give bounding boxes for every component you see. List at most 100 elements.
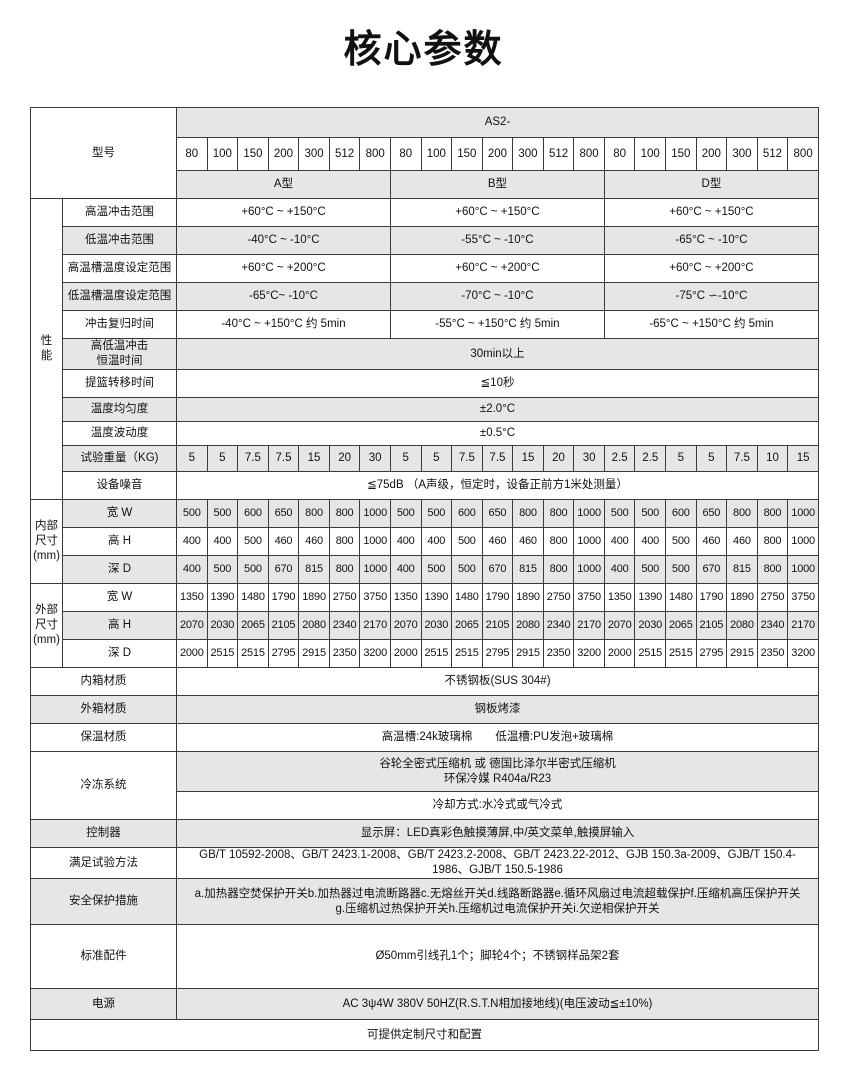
row-label: 深 D (61, 555, 178, 584)
row-label: 控制器 (29, 819, 178, 848)
value-cell: -65°C ~ -10°C (603, 226, 820, 255)
value-cell: 500 (237, 555, 269, 584)
value-cell: 670 (695, 555, 728, 584)
value-cell: 650 (695, 499, 728, 528)
model-number: 80 (176, 137, 208, 171)
value-cell: 5 (206, 445, 239, 472)
value-cell: 500 (420, 555, 453, 584)
value-cell: -75°C ∽-10°C (603, 282, 820, 311)
value-cell: -70°C ~ -10°C (389, 282, 605, 311)
value-cell: 1350 (389, 583, 422, 612)
misc-row: 标准配件 Ø50mm引线孔1个；脚轮4个；不锈钢样品架2套 (29, 924, 819, 989)
value-cell: 500 (237, 527, 269, 556)
value-cell: 670 (481, 555, 514, 584)
value-cell: -55°C ~ +150°C 约 5min (389, 310, 605, 339)
value-cell: 650 (267, 499, 300, 528)
value-cell: 815 (512, 555, 544, 584)
performance-row: 温度波动度 ±0.5°C (31, 421, 819, 446)
value-cell: 600 (237, 499, 269, 528)
model-label: 型号 (29, 107, 178, 199)
value-cell: 2080 (726, 611, 758, 640)
model-number: 200 (695, 137, 728, 171)
model-number: 200 (267, 137, 300, 171)
value-cell: 460 (726, 527, 758, 556)
value-cell: 1390 (420, 583, 453, 612)
value-cell: 400 (206, 527, 239, 556)
row-label: 高低温冲击 恒温时间 (61, 338, 178, 370)
value-cell: Ø50mm引线孔1个；脚轮4个；不锈钢样品架2套 (176, 924, 819, 989)
value-cell: 2750 (542, 583, 575, 612)
model-number: 150 (665, 137, 697, 171)
value-cell: 2795 (695, 639, 728, 668)
value-cell: 1890 (726, 583, 758, 612)
value-cell: 15 (512, 445, 544, 472)
value-cell: 460 (481, 527, 514, 556)
row-label: 深 D (61, 639, 178, 668)
value-cell: 2515 (665, 639, 697, 668)
value-cell: 2030 (420, 611, 453, 640)
value-cell: 3750 (573, 583, 605, 612)
value-cell: 1890 (512, 583, 544, 612)
value-cell: 1000 (573, 499, 605, 528)
value-cell: 3200 (359, 639, 391, 668)
value-cell: 1000 (787, 499, 819, 528)
value-cell: 2065 (237, 611, 269, 640)
value-cell: 2030 (634, 611, 667, 640)
value-cell: 2080 (298, 611, 330, 640)
row-label: 保温材质 (29, 723, 178, 752)
value-cell: 800 (542, 555, 575, 584)
value-cell: ±0.5°C (176, 421, 819, 446)
value-cell: 2350 (756, 639, 789, 668)
value-cell: 460 (298, 527, 330, 556)
value-cell: 2070 (603, 611, 636, 640)
value-cell: 2105 (267, 611, 300, 640)
value-cell: 1000 (573, 555, 605, 584)
model-number: 800 (359, 137, 391, 171)
value-cell: 不锈钢板(SUS 304#) (176, 667, 819, 696)
row-label: 温度波动度 (61, 421, 178, 446)
outer-dims-row: 深 D 2000 2515 2515 2795 2915 2350 3200 2000 2515 2… (31, 639, 819, 668)
value-cell: 30min以上 (176, 338, 819, 370)
value-cell: 7.5 (267, 445, 300, 472)
footer-note: 可提供定制尺寸和配置 (30, 1019, 819, 1051)
value-cell: 2170 (573, 611, 605, 640)
model-number: 512 (756, 137, 789, 171)
model-number: 800 (573, 137, 605, 171)
value-cell: 800 (328, 499, 361, 528)
value-cell: 2340 (328, 611, 361, 640)
row-label: 冲击复归时间 (61, 310, 178, 339)
value-cell: 1790 (267, 583, 300, 612)
value-cell: 5 (665, 445, 697, 472)
value-cell: 2515 (634, 639, 667, 668)
value-cell: 2515 (420, 639, 453, 668)
value-cell: 3750 (359, 583, 391, 612)
value-cell: 显示屏：LED真彩色触摸薄屏,中/英文菜单,触摸屏输入 (176, 819, 819, 848)
value-cell: 400 (176, 555, 208, 584)
value-cell: 5 (695, 445, 728, 472)
value-cell: 670 (267, 555, 300, 584)
value-cell: 2065 (665, 611, 697, 640)
value-cell: 2105 (481, 611, 514, 640)
model-number: 800 (787, 137, 819, 171)
row-label: 安全保护措施 (29, 878, 178, 925)
value-cell: 1890 (298, 583, 330, 612)
value-cell: 20 (328, 445, 361, 472)
value-cell: 800 (756, 499, 789, 528)
value-cell: 400 (603, 555, 636, 584)
row-label: 高 H (61, 527, 178, 556)
value-cell: +60°C ~ +200°C (603, 254, 820, 283)
performance-row: 冲击复归时间 -40°C ~ +150°C 约 5min -55°C ~ +150°… (31, 310, 820, 339)
performance-row: 高温槽温度设定范围 +60°C ~ +200°C +60°C ~ +200°C +60… (31, 254, 820, 283)
inner-dims-row: 深 D 400 500 500 670 815 800 1000 400 500 500 670 815… (31, 555, 819, 584)
value-cell: GB/T 10592-2008、GB/T 2423.1-2008、GB/T 24… (176, 847, 819, 879)
value-cell: 2.5 (603, 445, 636, 472)
value-cell: ±2.0°C (176, 397, 819, 422)
value-cell: 2515 (206, 639, 239, 668)
value-cell: -40°C ~ +150°C 约 5min (176, 310, 391, 339)
model-number: 300 (512, 137, 544, 171)
model-number: 100 (634, 137, 667, 171)
value-cell: ≦10秒 (176, 369, 819, 398)
value-cell: 2515 (451, 639, 483, 668)
outer-dims-row: 外部 尺寸 (mm) 宽 W 1350 1390 1480 1790 1890 2750 375… (30, 583, 819, 668)
value-cell: 500 (665, 555, 697, 584)
